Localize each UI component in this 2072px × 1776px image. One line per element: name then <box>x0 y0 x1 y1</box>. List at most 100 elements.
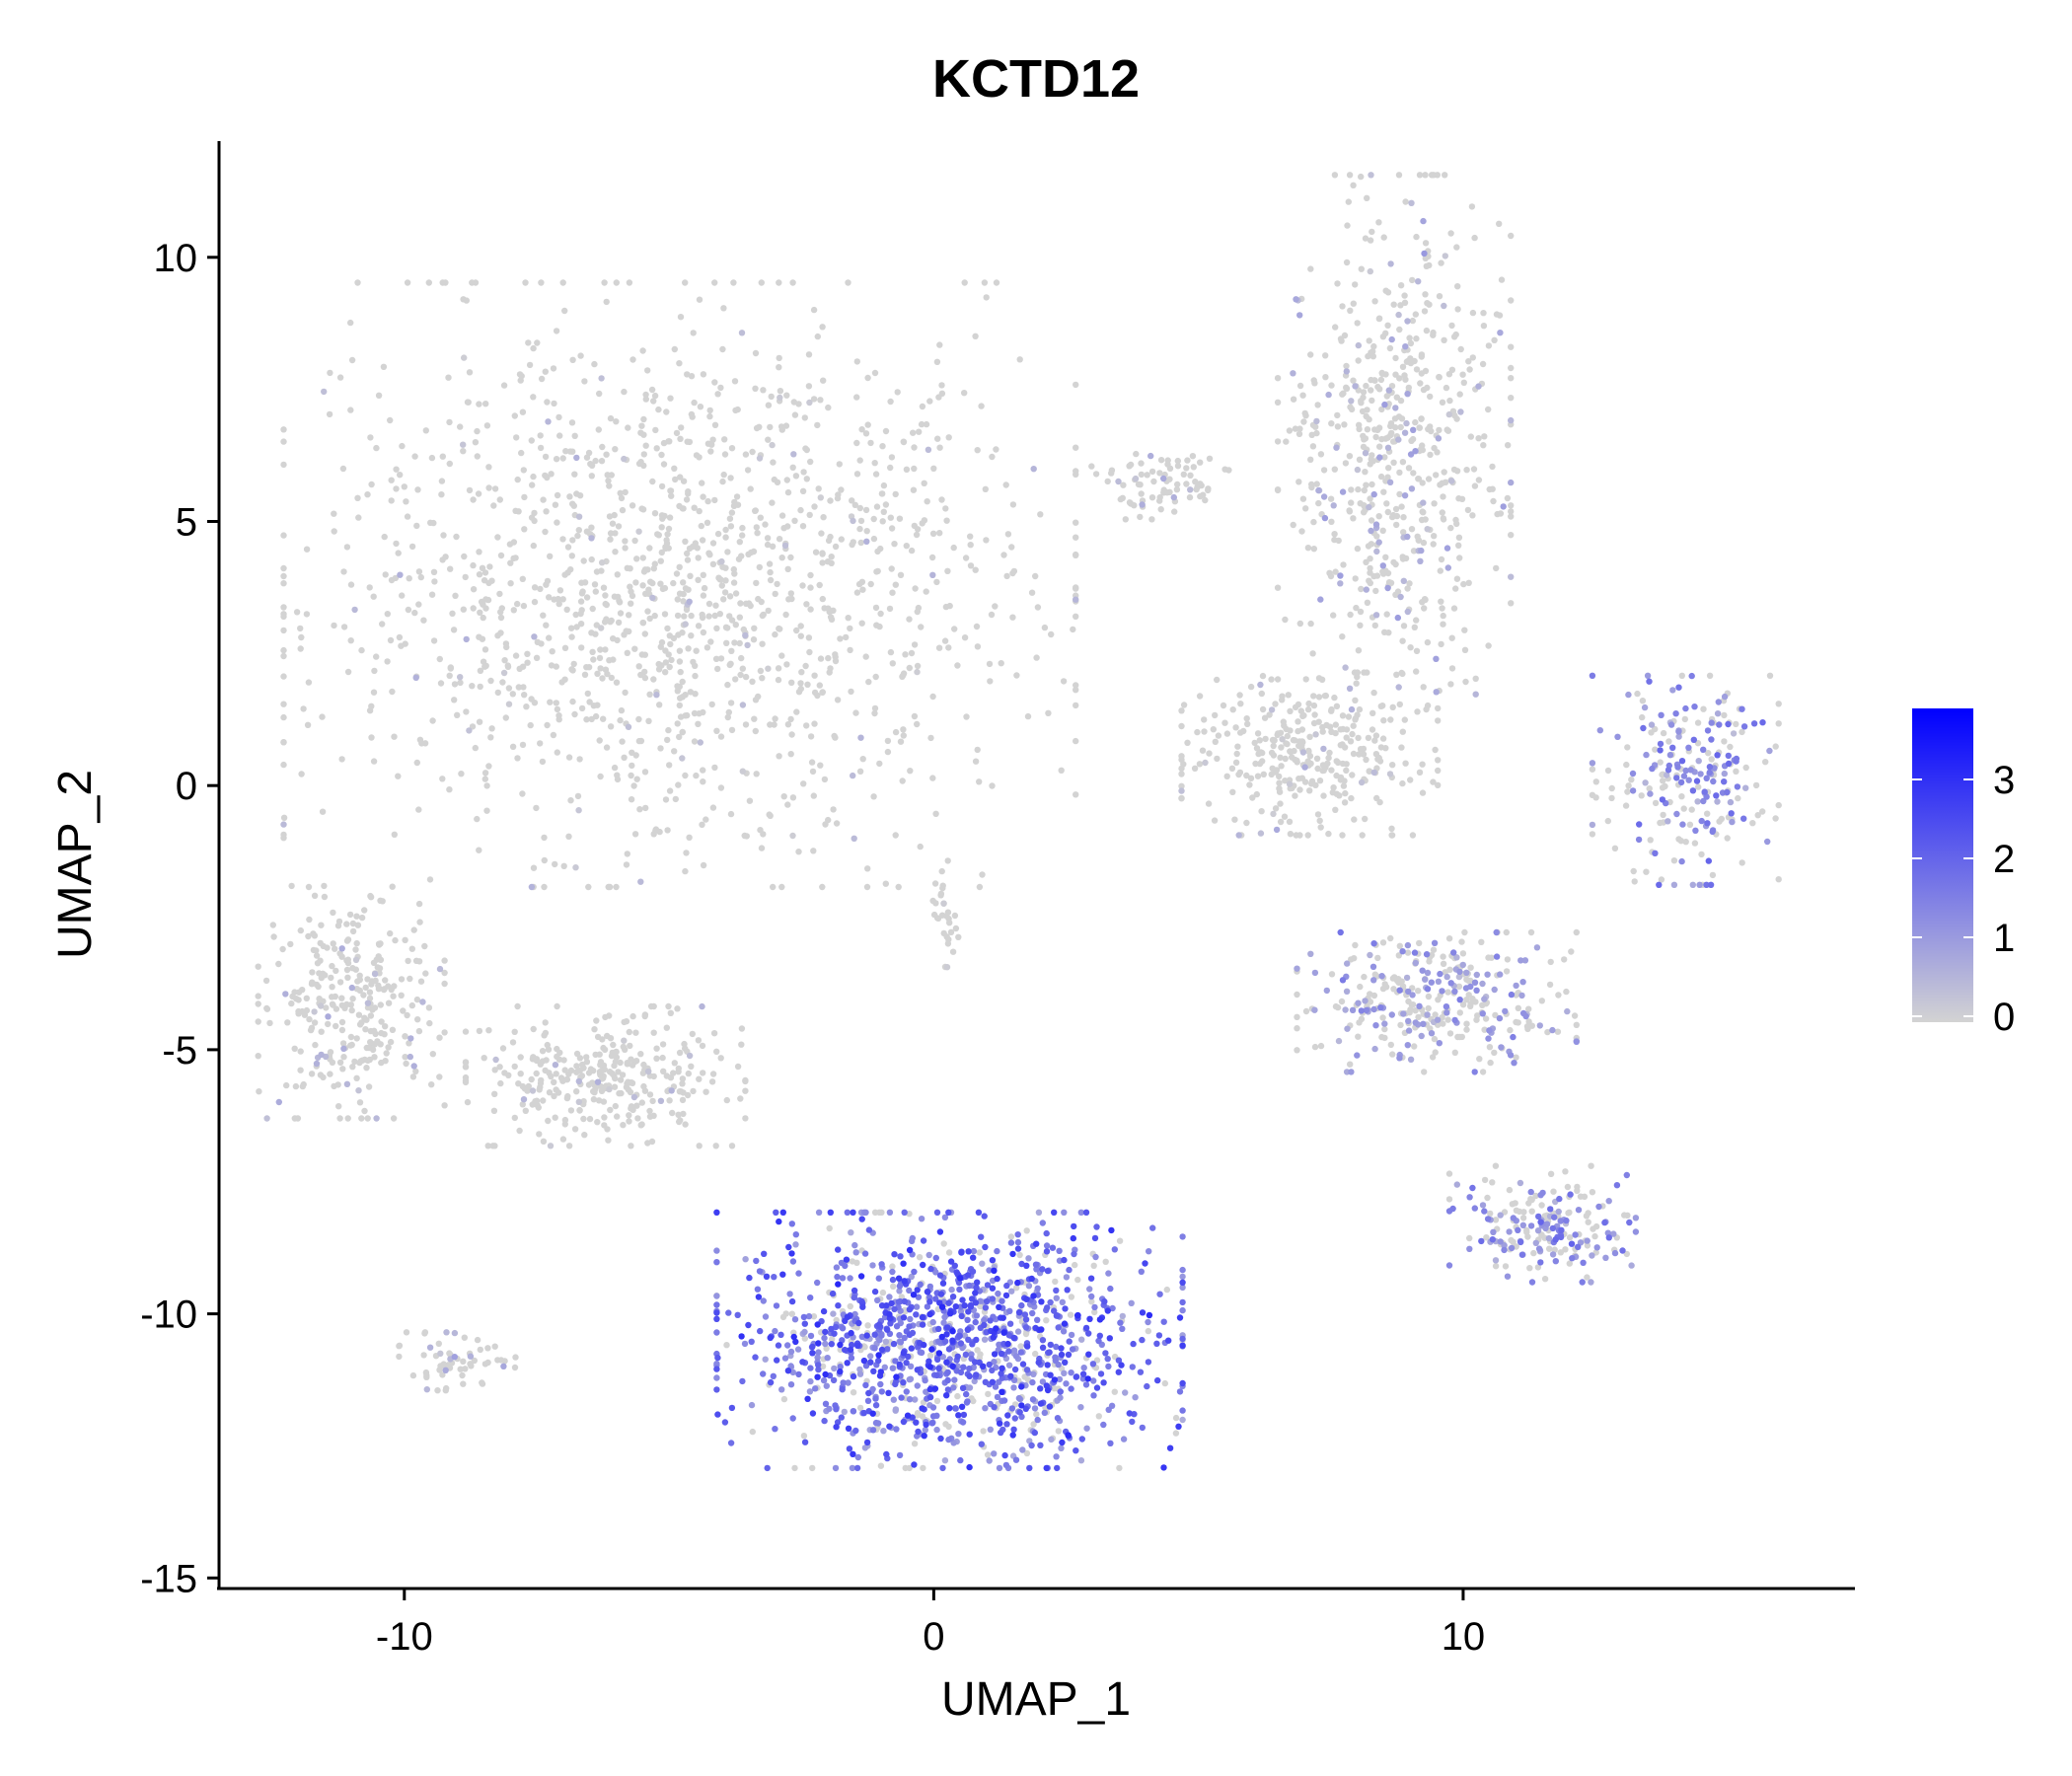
scatter-point <box>1759 719 1766 726</box>
scatter-point <box>674 1005 681 1012</box>
scatter-point <box>979 871 986 878</box>
scatter-point <box>792 1338 799 1346</box>
scatter-point <box>1115 478 1122 485</box>
scatter-point <box>280 604 287 611</box>
scatter-point <box>966 1372 973 1380</box>
scatter-point <box>601 619 609 626</box>
scatter-point <box>609 520 617 527</box>
scatter-point <box>633 776 640 782</box>
scatter-point <box>1278 763 1285 770</box>
scatter-point <box>640 451 647 458</box>
scatter-point <box>1283 438 1290 445</box>
scatter-point <box>1382 371 1389 378</box>
scatter-point <box>799 487 807 494</box>
scatter-point <box>679 1096 687 1104</box>
scatter-point <box>986 1457 993 1464</box>
scatter-point <box>1073 682 1079 689</box>
scatter-point <box>1130 1340 1137 1348</box>
scatter-point <box>674 612 682 620</box>
scatter-point <box>398 992 405 999</box>
scatter-point <box>1416 424 1424 431</box>
scatter-point <box>700 571 706 578</box>
scatter-point <box>838 486 845 493</box>
scatter-point <box>364 491 371 498</box>
scatter-point <box>1259 705 1267 713</box>
scatter-point <box>1093 1357 1101 1364</box>
scatter-point <box>1642 779 1649 786</box>
scatter-point <box>934 1356 941 1364</box>
scatter-point <box>1106 1335 1114 1342</box>
scatter-point <box>1310 702 1318 709</box>
scatter-point <box>349 965 356 972</box>
scatter-point <box>1073 519 1079 526</box>
scatter-point <box>349 1064 356 1071</box>
scatter-point <box>779 1271 786 1278</box>
scatter-point <box>758 598 765 606</box>
scatter-point <box>1043 1248 1051 1255</box>
scatter-point <box>746 1274 753 1282</box>
scatter-point <box>1352 697 1359 703</box>
scatter-point <box>1166 476 1173 482</box>
scatter-point <box>1270 810 1277 818</box>
scatter-point <box>370 758 378 765</box>
scatter-point <box>297 645 304 652</box>
scatter-point <box>713 1309 720 1316</box>
scatter-point <box>688 612 695 620</box>
scatter-point <box>916 428 923 435</box>
scatter-point <box>1384 569 1392 577</box>
scatter-point <box>806 511 813 519</box>
scatter-point <box>1187 472 1194 479</box>
scatter-point <box>815 1209 823 1217</box>
scatter-point <box>1733 755 1740 763</box>
scatter-point <box>1201 716 1208 723</box>
scatter-point <box>388 576 396 584</box>
scatter-point <box>1301 778 1309 785</box>
scatter-point <box>430 568 438 575</box>
scatter-point <box>1635 836 1643 844</box>
scatter-point <box>675 781 682 788</box>
scatter-point <box>1508 297 1515 304</box>
scatter-point <box>928 554 936 561</box>
scatter-point <box>627 1079 633 1086</box>
scatter-point <box>1564 1183 1572 1191</box>
scatter-point <box>1725 752 1733 760</box>
scatter-point <box>476 549 482 555</box>
scatter-point <box>1405 998 1412 1005</box>
scatter-point <box>1256 737 1264 744</box>
scatter-point <box>1104 478 1111 485</box>
scatter-point <box>742 451 750 458</box>
scatter-point <box>931 880 939 887</box>
scatter-point <box>1381 1034 1388 1042</box>
scatter-point <box>596 737 603 744</box>
scatter-point <box>1175 1423 1182 1431</box>
scatter-point <box>593 1017 600 1024</box>
scatter-point <box>769 441 776 449</box>
scatter-point <box>667 487 674 494</box>
scatter-point <box>1342 1006 1349 1013</box>
scatter-point <box>807 606 814 613</box>
scatter-point <box>1322 374 1329 381</box>
scatter-point <box>957 1456 964 1464</box>
scatter-point <box>974 746 981 754</box>
scatter-point <box>935 1338 942 1345</box>
scatter-point <box>1192 479 1199 485</box>
scatter-point <box>1367 555 1373 562</box>
scatter-point <box>1396 490 1403 498</box>
scatter-point <box>329 984 335 991</box>
scatter-point <box>1013 672 1020 679</box>
scatter-point <box>986 660 994 668</box>
scatter-point <box>1491 336 1498 343</box>
scatter-point <box>699 611 705 619</box>
scatter-point <box>877 1380 884 1388</box>
scatter-point <box>999 1388 1005 1396</box>
scatter-point <box>1091 1308 1098 1316</box>
scatter-point <box>504 662 511 669</box>
scatter-point <box>1409 276 1416 284</box>
scatter-point <box>521 526 528 533</box>
scatter-point <box>1629 770 1637 777</box>
scatter-point <box>1139 1336 1146 1344</box>
scatter-point <box>1009 569 1016 577</box>
scatter-point <box>1202 496 1209 504</box>
scatter-point <box>1725 720 1732 728</box>
scatter-point <box>1059 1298 1067 1306</box>
